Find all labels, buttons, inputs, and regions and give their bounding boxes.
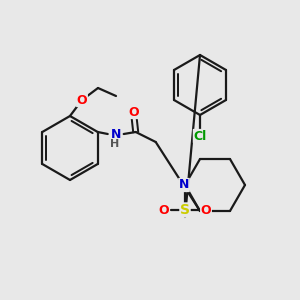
Text: O: O xyxy=(77,94,87,106)
Text: N: N xyxy=(179,178,189,191)
Text: S: S xyxy=(180,203,190,217)
Text: O: O xyxy=(128,106,139,118)
Text: O: O xyxy=(159,203,169,217)
Text: Cl: Cl xyxy=(194,130,207,142)
Text: N: N xyxy=(110,128,121,140)
Text: H: H xyxy=(110,139,119,149)
Text: O: O xyxy=(201,203,211,217)
